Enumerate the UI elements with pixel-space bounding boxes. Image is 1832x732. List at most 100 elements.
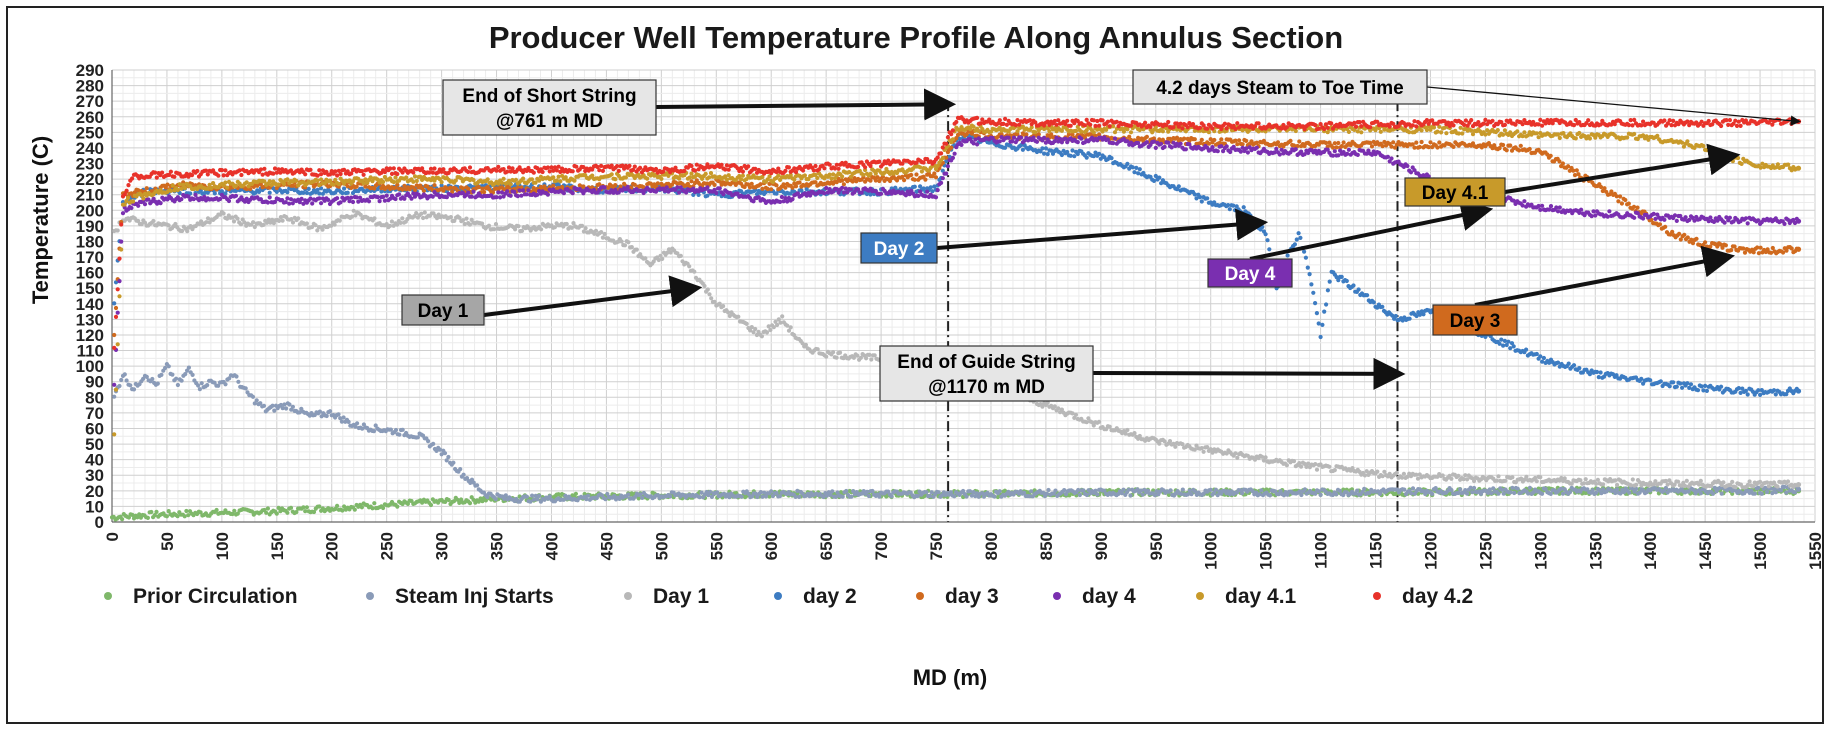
data-point <box>773 319 778 324</box>
data-point <box>216 383 221 388</box>
data-point <box>1233 138 1238 143</box>
data-point <box>636 496 641 501</box>
data-point <box>426 439 431 444</box>
data-point <box>398 220 403 225</box>
data-point <box>889 494 894 499</box>
data-point <box>476 499 481 504</box>
data-point <box>1324 302 1329 307</box>
data-point <box>393 427 399 433</box>
data-point <box>389 219 394 224</box>
data-point <box>144 374 149 379</box>
data-point <box>1433 486 1438 491</box>
data-point <box>223 382 228 387</box>
data-point <box>1244 138 1249 143</box>
data-point <box>1314 467 1320 472</box>
data-point <box>727 495 732 500</box>
data-point <box>186 365 191 370</box>
data-point <box>1084 155 1089 160</box>
data-point <box>1073 412 1079 417</box>
data-point <box>232 508 237 513</box>
data-point <box>1137 167 1142 172</box>
data-point <box>1543 486 1548 492</box>
data-point <box>600 235 606 240</box>
data-point <box>753 326 758 332</box>
data-point <box>328 409 333 414</box>
y-tick-label: 110 <box>77 342 104 361</box>
data-point <box>869 357 874 362</box>
data-point <box>851 355 857 360</box>
data-point <box>764 330 770 335</box>
data-point <box>1238 488 1243 493</box>
data-point <box>709 494 715 499</box>
y-tick-label: 210 <box>76 186 104 205</box>
data-point <box>774 183 779 188</box>
data-point <box>266 217 271 222</box>
data-point <box>155 381 160 386</box>
data-point <box>1192 137 1197 142</box>
data-point <box>1180 442 1185 447</box>
data-point <box>1534 479 1539 484</box>
data-point <box>184 508 189 514</box>
data-point <box>1468 485 1473 490</box>
data-point <box>190 372 195 377</box>
data-point <box>1599 491 1604 496</box>
data-point <box>185 229 190 234</box>
data-point <box>457 500 462 505</box>
data-point <box>1334 492 1339 497</box>
x-tick-label: 600 <box>762 532 781 560</box>
data-point <box>1634 482 1639 487</box>
data-point <box>1235 455 1240 460</box>
data-point <box>1095 492 1100 497</box>
data-point <box>830 489 835 494</box>
data-point <box>1763 485 1768 490</box>
data-point <box>1743 388 1748 393</box>
data-point <box>285 510 290 515</box>
data-point <box>270 217 275 222</box>
data-point <box>1199 199 1204 204</box>
data-point <box>264 220 270 225</box>
data-point <box>1316 489 1321 494</box>
data-point <box>1703 383 1708 388</box>
data-point <box>552 225 558 230</box>
data-point <box>1503 478 1508 483</box>
y-tick-label: 100 <box>76 357 104 376</box>
data-point <box>1698 491 1703 496</box>
data-point <box>170 372 175 377</box>
data-point <box>428 502 434 508</box>
data-point <box>1185 492 1191 497</box>
data-point <box>1303 255 1308 260</box>
data-point <box>329 223 334 228</box>
data-point <box>1602 186 1607 191</box>
data-point <box>1205 196 1210 201</box>
data-point <box>528 499 533 504</box>
data-point <box>381 505 386 511</box>
data-point <box>602 231 607 237</box>
data-point <box>1365 293 1370 298</box>
data-point <box>1125 161 1130 166</box>
data-point <box>242 220 247 225</box>
data-point <box>1574 168 1579 173</box>
data-point <box>179 378 184 383</box>
data-point <box>333 506 338 512</box>
data-point <box>243 386 248 391</box>
data-point <box>352 507 357 512</box>
data-point <box>236 379 241 384</box>
data-point <box>1278 489 1283 494</box>
data-point <box>1456 473 1461 478</box>
data-point <box>1371 300 1376 305</box>
data-point <box>793 494 798 499</box>
data-point <box>1795 481 1802 488</box>
data-point <box>1206 141 1211 146</box>
data-point <box>1337 488 1342 493</box>
data-point <box>1325 288 1330 293</box>
data-point <box>1678 381 1683 386</box>
data-point <box>915 493 920 499</box>
data-point <box>1792 490 1798 495</box>
data-point <box>1667 384 1672 389</box>
data-point <box>537 493 542 498</box>
data-point <box>800 341 805 346</box>
data-point <box>1594 490 1599 495</box>
data-point <box>1199 446 1204 451</box>
data-point <box>1594 369 1600 375</box>
data-point <box>492 227 497 232</box>
